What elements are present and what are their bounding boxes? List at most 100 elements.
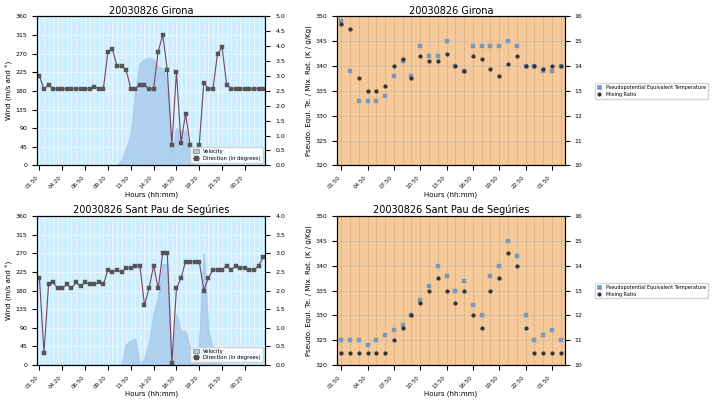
- Point: [371, 349, 382, 356]
- Point: [485, 272, 496, 279]
- Point: [371, 98, 382, 104]
- Point: [485, 287, 496, 294]
- Point: [458, 277, 470, 284]
- Y-axis label: Pseudo. Equi. Te. / Mix. Rat. (K / g/Kg): Pseudo. Equi. Te. / Mix. Rat. (K / g/Kg): [306, 25, 312, 156]
- Point: [379, 332, 391, 339]
- Point: [441, 272, 453, 279]
- Point: [406, 312, 417, 319]
- Point: [441, 38, 453, 44]
- Point: [546, 68, 558, 74]
- Point: [388, 327, 400, 334]
- Point: [520, 312, 531, 319]
- Point: [528, 337, 540, 343]
- Point: [441, 50, 453, 57]
- Point: [528, 349, 540, 356]
- Point: [503, 238, 514, 244]
- Point: [476, 43, 488, 50]
- Point: [371, 337, 382, 343]
- Point: [450, 63, 461, 69]
- Point: [415, 53, 426, 59]
- Point: [415, 300, 426, 306]
- Point: [353, 337, 364, 343]
- Point: [335, 349, 347, 356]
- Point: [450, 287, 461, 294]
- Point: [467, 302, 478, 309]
- Point: [441, 287, 453, 294]
- Point: [528, 63, 540, 69]
- Title: 20030826 Girona: 20030826 Girona: [109, 6, 193, 16]
- Point: [353, 75, 364, 82]
- Point: [406, 73, 417, 79]
- Point: [538, 332, 549, 339]
- Point: [467, 53, 478, 59]
- Point: [388, 73, 400, 79]
- Y-axis label: Wind (m/s and °): Wind (m/s and °): [6, 261, 13, 320]
- Point: [362, 98, 373, 104]
- Point: [423, 58, 435, 64]
- Legend: Velocity, Direction (in degrees): Velocity, Direction (in degrees): [190, 347, 263, 362]
- Title: 20030826 Sant Pau de Segúries: 20030826 Sant Pau de Segúries: [373, 205, 529, 215]
- Point: [520, 63, 531, 69]
- Point: [458, 287, 470, 294]
- Point: [493, 262, 505, 269]
- Legend: Velocity, Direction (in degrees): Velocity, Direction (in degrees): [190, 147, 263, 163]
- Point: [555, 63, 566, 69]
- Point: [397, 322, 408, 328]
- Point: [397, 58, 408, 64]
- Point: [503, 250, 514, 256]
- Point: [467, 43, 478, 50]
- Point: [458, 68, 470, 74]
- Point: [335, 337, 347, 343]
- Point: [432, 53, 443, 59]
- Point: [503, 60, 514, 67]
- Point: [415, 297, 426, 304]
- Point: [528, 63, 540, 69]
- Title: 20030826 Girona: 20030826 Girona: [409, 6, 493, 16]
- Point: [432, 275, 443, 281]
- Point: [388, 337, 400, 343]
- Point: [344, 68, 356, 74]
- Point: [520, 63, 531, 69]
- Point: [546, 327, 558, 334]
- Point: [362, 342, 373, 349]
- Point: [432, 262, 443, 269]
- Point: [379, 349, 391, 356]
- Point: [379, 93, 391, 99]
- Legend: Pseudopotential Equivalent Temperature, Mixing Ratio: Pseudopotential Equivalent Temperature, …: [595, 283, 707, 299]
- Point: [538, 349, 549, 356]
- Point: [555, 63, 566, 69]
- Point: [485, 65, 496, 72]
- Point: [476, 55, 488, 62]
- Point: [450, 300, 461, 306]
- Point: [485, 43, 496, 50]
- X-axis label: Hours (hh:mm): Hours (hh:mm): [125, 191, 178, 198]
- Point: [406, 75, 417, 82]
- Legend: Pseudopotential Equivalent Temperature, Mixing Ratio: Pseudopotential Equivalent Temperature, …: [595, 83, 707, 99]
- Point: [379, 83, 391, 89]
- Point: [476, 324, 488, 331]
- X-axis label: Hours (hh:mm): Hours (hh:mm): [425, 191, 478, 198]
- Point: [371, 87, 382, 94]
- Point: [335, 18, 347, 25]
- Point: [388, 63, 400, 69]
- Point: [493, 275, 505, 281]
- Point: [397, 324, 408, 331]
- Point: [423, 283, 435, 289]
- Point: [406, 312, 417, 319]
- Point: [344, 349, 356, 356]
- Title: 20030826 Sant Pau de Segúries: 20030826 Sant Pau de Segúries: [73, 205, 230, 215]
- Point: [423, 287, 435, 294]
- Y-axis label: Pseudo. Equi. Te. / Mix. Rat. (K / g/Kg): Pseudo. Equi. Te. / Mix. Rat. (K / g/Kg): [306, 225, 312, 356]
- Point: [362, 87, 373, 94]
- Point: [503, 38, 514, 44]
- Point: [467, 312, 478, 319]
- Point: [538, 68, 549, 74]
- Y-axis label: Wind (m/s and °): Wind (m/s and °): [6, 61, 13, 120]
- Point: [493, 73, 505, 79]
- Point: [450, 63, 461, 69]
- Point: [493, 43, 505, 50]
- X-axis label: Hours (hh:mm): Hours (hh:mm): [425, 391, 478, 397]
- Point: [423, 53, 435, 59]
- Point: [476, 312, 488, 319]
- X-axis label: Hours (hh:mm): Hours (hh:mm): [125, 391, 178, 397]
